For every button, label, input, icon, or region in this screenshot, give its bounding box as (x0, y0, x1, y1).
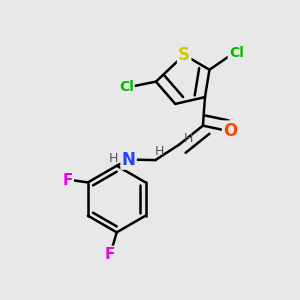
Text: H: H (183, 132, 193, 145)
Text: O: O (223, 122, 237, 140)
Text: H: H (109, 152, 118, 165)
Text: Cl: Cl (229, 46, 244, 60)
Text: N: N (122, 151, 136, 169)
Text: F: F (62, 172, 73, 188)
Text: S: S (178, 46, 190, 64)
Text: F: F (105, 247, 115, 262)
Text: H: H (155, 145, 164, 158)
Text: Cl: Cl (119, 80, 134, 94)
